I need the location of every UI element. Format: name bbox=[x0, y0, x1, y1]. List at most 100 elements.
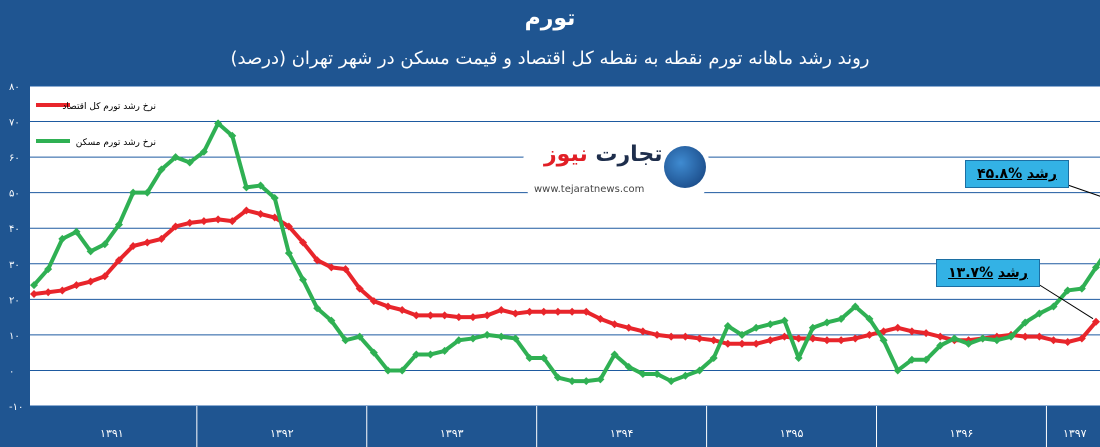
data-point-housing bbox=[1035, 309, 1044, 318]
year-label: ۱۳۹۶ bbox=[950, 427, 974, 440]
data-point-housing bbox=[185, 158, 194, 167]
callout-housing-label: رشد bbox=[1026, 166, 1057, 182]
data-point-housing bbox=[950, 334, 959, 343]
data-point-economy bbox=[1092, 317, 1100, 326]
brand-logo: تجارت نیوز www.tejaratnews.com bbox=[522, 128, 710, 212]
callout-economy: رشد %۱۳.۷ bbox=[936, 259, 1040, 287]
data-point-housing bbox=[483, 330, 492, 339]
data-point-housing bbox=[794, 354, 803, 362]
data-point-economy bbox=[1021, 332, 1030, 341]
data-point-economy bbox=[426, 311, 435, 320]
data-point-housing bbox=[228, 131, 237, 140]
data-point-economy bbox=[369, 297, 378, 306]
callout-housing: رشد %۴۵.۸ bbox=[965, 160, 1069, 188]
data-point-housing bbox=[596, 375, 605, 384]
data-point-housing bbox=[667, 377, 676, 386]
data-point-housing bbox=[851, 302, 860, 311]
data-point-economy bbox=[398, 306, 407, 314]
logo-url: www.tejaratnews.com bbox=[534, 184, 645, 195]
data-point-economy bbox=[214, 215, 223, 224]
data-point-economy bbox=[638, 327, 647, 336]
year-label: ۱۳۹۲ bbox=[270, 427, 294, 440]
data-point-economy bbox=[568, 307, 577, 316]
data-point-economy bbox=[72, 281, 81, 290]
data-point-economy bbox=[327, 263, 336, 272]
data-point-economy bbox=[454, 313, 463, 322]
year-label: ۱۳۹۳ bbox=[440, 427, 464, 440]
data-point-economy bbox=[624, 323, 633, 332]
data-point-housing bbox=[454, 336, 463, 345]
data-point-economy bbox=[525, 307, 534, 316]
data-point-housing bbox=[199, 147, 208, 156]
data-point-housing bbox=[879, 336, 888, 345]
data-point-economy bbox=[86, 277, 95, 286]
data-point-economy bbox=[143, 238, 152, 247]
y-tick-label: ۷۰ bbox=[9, 118, 20, 129]
year-label: ۱۳۹۷ bbox=[1063, 427, 1087, 440]
data-point-economy bbox=[865, 330, 874, 339]
data-point-housing bbox=[341, 336, 350, 345]
data-point-economy bbox=[723, 339, 732, 348]
data-point-economy bbox=[114, 256, 123, 265]
data-point-economy bbox=[199, 217, 208, 226]
data-point-housing bbox=[553, 373, 562, 382]
y-tick-label: ۸۰ bbox=[9, 82, 20, 93]
data-point-economy bbox=[1049, 336, 1058, 345]
data-point-housing bbox=[582, 377, 591, 386]
data-point-economy bbox=[511, 309, 520, 318]
data-point-economy bbox=[256, 210, 265, 218]
data-point-housing bbox=[638, 370, 647, 378]
data-point-housing bbox=[936, 341, 945, 350]
data-point-housing bbox=[1007, 332, 1016, 341]
data-point-economy bbox=[780, 332, 789, 341]
logo-name: تجارت نیوز bbox=[544, 142, 663, 167]
data-point-economy bbox=[596, 314, 605, 323]
data-point-housing bbox=[100, 240, 109, 249]
data-point-housing bbox=[398, 366, 407, 375]
data-point-economy bbox=[837, 336, 846, 345]
data-point-housing bbox=[525, 354, 534, 362]
data-point-economy bbox=[1063, 338, 1072, 346]
data-point-housing bbox=[242, 183, 251, 192]
data-point-economy bbox=[582, 307, 591, 316]
data-point-housing bbox=[568, 377, 577, 386]
data-point-economy bbox=[270, 213, 279, 222]
data-point-housing bbox=[299, 275, 308, 284]
data-point-economy bbox=[738, 339, 746, 348]
data-point-economy bbox=[907, 327, 916, 336]
data-point-housing bbox=[1077, 284, 1086, 293]
data-point-economy bbox=[100, 272, 109, 281]
data-point-housing bbox=[681, 371, 690, 380]
data-point-housing bbox=[284, 249, 293, 258]
data-point-housing bbox=[327, 316, 336, 325]
data-point-housing bbox=[143, 188, 152, 197]
data-point-economy bbox=[58, 286, 67, 295]
data-point-housing bbox=[369, 348, 378, 357]
data-point-housing bbox=[624, 362, 633, 371]
data-point-economy bbox=[30, 290, 38, 298]
data-point-housing bbox=[837, 314, 846, 323]
data-point-economy bbox=[879, 327, 888, 336]
data-point-housing bbox=[30, 281, 38, 290]
data-point-housing bbox=[723, 322, 732, 330]
data-point-housing bbox=[468, 334, 477, 343]
data-point-economy bbox=[922, 329, 931, 338]
data-point-economy bbox=[695, 334, 704, 343]
chart-subtitle: روند رشد ماهانه تورم نقطه به نقطه کل اقت… bbox=[230, 48, 870, 69]
data-point-economy bbox=[709, 336, 718, 345]
data-point-housing bbox=[511, 334, 520, 343]
data-point-economy bbox=[497, 306, 506, 314]
data-point-housing bbox=[384, 366, 392, 375]
data-point-housing bbox=[964, 339, 973, 348]
data-point-economy bbox=[341, 265, 350, 274]
data-point-housing bbox=[497, 332, 506, 341]
data-point-economy bbox=[44, 288, 53, 297]
data-point-housing bbox=[539, 354, 548, 362]
data-point-economy bbox=[185, 218, 194, 227]
year-label: ۱۳۹۱ bbox=[100, 427, 124, 440]
data-point-housing bbox=[1021, 318, 1030, 327]
data-point-economy bbox=[157, 234, 166, 243]
data-point-housing bbox=[58, 234, 67, 243]
data-point-economy bbox=[468, 313, 477, 322]
